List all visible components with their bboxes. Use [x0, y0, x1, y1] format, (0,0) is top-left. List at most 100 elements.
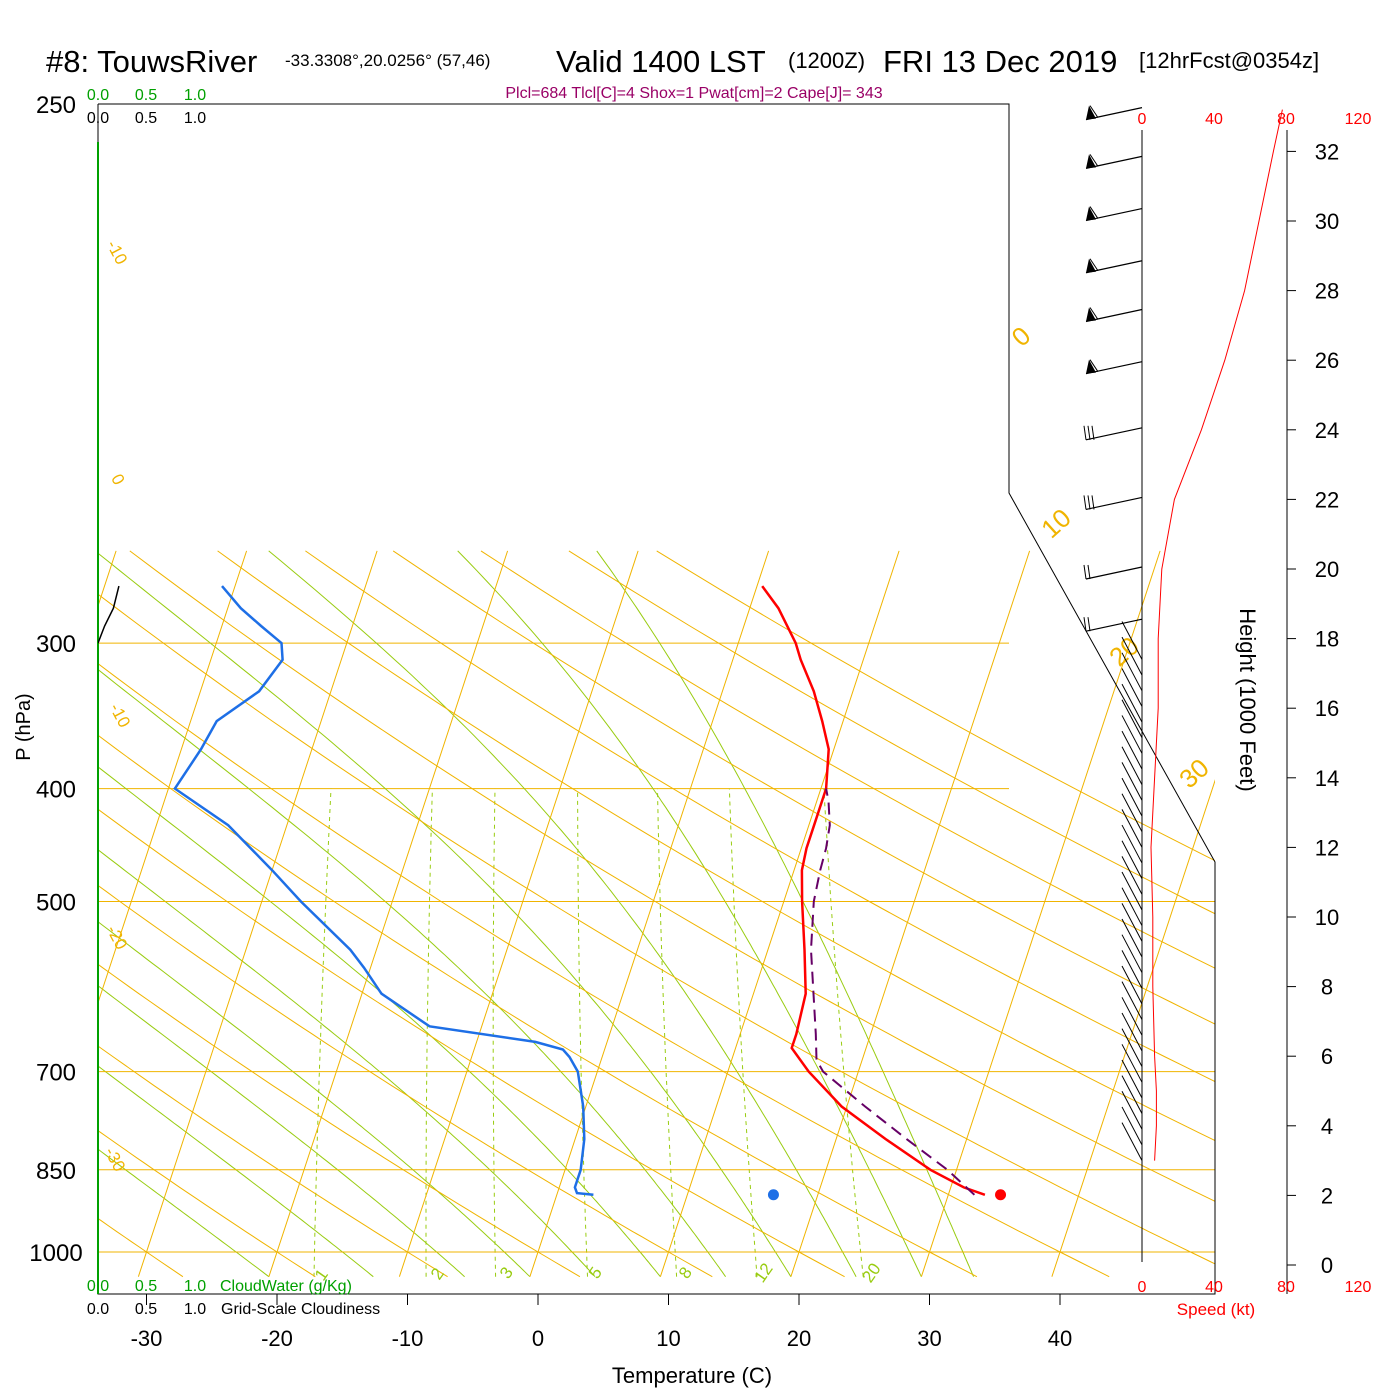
height-tick-label: 32: [1315, 139, 1339, 164]
moist-adiabat-line: [98, 1065, 374, 1278]
wind-barb-feather: [1089, 307, 1099, 320]
dry-adiabat-line: [98, 663, 1110, 1278]
height-tick-label: 22: [1315, 487, 1339, 512]
cloud-water-tick-top: 1.0: [184, 87, 206, 104]
isotherm-line: [1051, 779, 1215, 1277]
wind-barb-feather: [1087, 617, 1091, 632]
isotherm-line: [268, 550, 509, 1277]
wind-barb: [1121, 903, 1143, 942]
plot-frame: [97, 103, 1216, 1295]
wind-speed-profile-line: [1150, 109, 1283, 1161]
height-tick-label: 16: [1315, 696, 1339, 721]
dry-adiabat-label: 0: [1006, 320, 1037, 352]
dry-adiabat-label: 10: [1035, 502, 1077, 544]
wind-barb-feather: [1087, 564, 1091, 580]
surface-dewpoint-dot: [767, 1189, 779, 1201]
wind-barb: [1121, 840, 1143, 879]
temp-tick-label: 10: [656, 1326, 680, 1351]
dry-adiabat-line: [305, 550, 1215, 1083]
temp-tick-label: 20: [787, 1326, 811, 1351]
temp-tick-label: -10: [392, 1326, 424, 1351]
cloudiness-label: Grid-Scale Cloudiness: [221, 1301, 380, 1318]
isotherm-line: [790, 550, 1031, 1277]
wind-barb: [1085, 618, 1143, 632]
wind-barb: [1085, 566, 1143, 580]
wind-barb-feather: [1091, 495, 1095, 510]
speed-tick-label-top: 80: [1277, 111, 1295, 128]
wind-barb-feather: [1091, 425, 1095, 440]
moist-adiabat-line: [98, 766, 661, 1278]
wind-barb-feather: [1087, 425, 1091, 440]
wind-barb-pennant: [1086, 258, 1096, 273]
mixing-ratio-line: [823, 788, 864, 1277]
mixing-ratio-line: [577, 788, 588, 1277]
wind-barb: [1121, 1091, 1143, 1130]
speed-axis-label: Speed (kt): [1177, 1300, 1255, 1319]
wind-barb-feather: [1089, 258, 1099, 272]
wind-barb: [1121, 1122, 1143, 1161]
wind-barb: [1121, 636, 1143, 676]
isotherm-label: 0: [107, 471, 128, 488]
speed-tick-label-top: 40: [1205, 111, 1223, 128]
pressure-tick-label: 700: [36, 1060, 76, 1087]
wind-barb: [1121, 793, 1143, 832]
wind-barb: [1121, 887, 1143, 926]
dry-adiabat-line: [98, 1045, 448, 1278]
x-axis-label: Temperature (C): [612, 1363, 772, 1388]
height-tick-label: 26: [1315, 348, 1339, 373]
wind-barb: [1121, 715, 1143, 754]
y-axis-label: P (hPa): [13, 693, 35, 760]
mixing-ratio-label: 2: [427, 1265, 448, 1284]
mixing-ratio-line: [313, 788, 332, 1277]
height-tick-label: 6: [1321, 1044, 1333, 1069]
wind-barb: [1121, 621, 1143, 660]
height-tick-label: 24: [1315, 418, 1339, 443]
height-tick-label: 18: [1315, 627, 1339, 652]
isotherm-label: -10: [103, 237, 131, 268]
cloudiness-tick-bottom: 0.0: [87, 1301, 109, 1318]
pressure-tick-label: 250: [36, 92, 76, 119]
dry-adiabat-label: 20: [1103, 630, 1145, 672]
dry-adiabat-line: [129, 550, 1215, 1202]
cloudiness-tick-bottom: 0.5: [135, 1301, 157, 1318]
dry-adiabat-line: [392, 550, 1215, 1025]
wind-barb: [1121, 1028, 1143, 1067]
height-tick-label: 4: [1321, 1114, 1333, 1139]
title-date: FRI 13 Dec 2019: [883, 44, 1117, 79]
wind-barb: [1121, 1075, 1143, 1114]
wind-barb: [1121, 1059, 1143, 1099]
isotherm-line: [98, 550, 248, 1005]
wind-barb-feather: [1089, 359, 1099, 372]
wind-barb: [1121, 981, 1143, 1020]
speed-tick-label-bottom: 0: [1138, 1279, 1147, 1296]
wind-barb-pennant: [1086, 154, 1096, 169]
parcel-path-line: [809, 788, 976, 1196]
speed-tick-label-bottom: 80: [1277, 1279, 1295, 1296]
dry-adiabat-line: [98, 734, 978, 1278]
wind-barb-pennant: [1086, 206, 1096, 221]
wind-barb: [1121, 668, 1143, 707]
dry-adiabat-line: [98, 1217, 184, 1278]
dry-adiabat-line: [98, 808, 845, 1278]
wind-barb: [1121, 730, 1143, 770]
dry-adiabat-line: [656, 550, 1215, 862]
cloudiness-tick-top: 1.0: [184, 110, 206, 127]
height-tick-label: 10: [1315, 905, 1339, 930]
isotherm-label: -20: [103, 922, 131, 953]
moist-adiabat-line: [268, 550, 857, 1277]
wind-barb-feather: [1083, 617, 1087, 632]
moist-adiabat-line: [98, 552, 792, 1277]
cloud-water-tick-bottom: 0.5: [135, 1278, 157, 1295]
wind-barb-feather: [1089, 206, 1099, 219]
isotherm-line: [659, 550, 900, 1277]
wind-barb: [1121, 934, 1143, 973]
wind-barb: [1121, 1044, 1143, 1083]
height-tick-label: 12: [1315, 835, 1339, 860]
wind-barb-pennant: [1086, 105, 1096, 120]
mixing-ratio-label: 5: [585, 1264, 606, 1283]
wind-barb: [1085, 427, 1143, 441]
temp-tick-label: 0: [532, 1326, 544, 1351]
height-tick-label: 14: [1315, 766, 1339, 791]
